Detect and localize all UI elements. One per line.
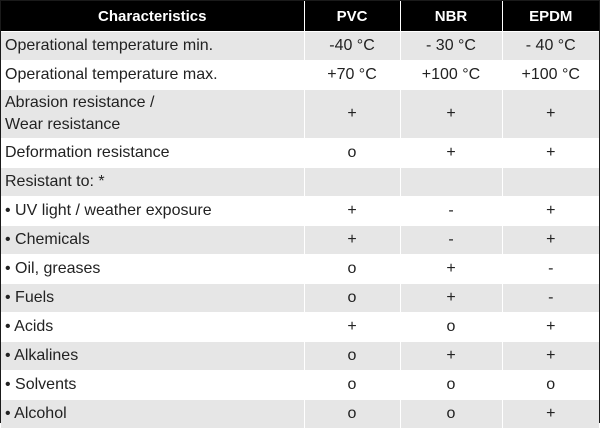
epdm-value: o [502, 371, 599, 400]
row-label: • Alkalines [1, 342, 304, 371]
row-label: Resistant to: * [1, 168, 304, 197]
row-label: Operational temperature max. [1, 61, 304, 90]
nbr-value: + [400, 139, 502, 168]
pvc-value: +70 °C [304, 61, 400, 90]
nbr-value: + [400, 255, 502, 284]
table-row: Abrasion resistance / Wear resistance + … [1, 90, 599, 139]
header-characteristics: Characteristics [1, 1, 304, 32]
pvc-value: + [304, 197, 400, 226]
nbr-value: - 30 °C [400, 32, 502, 61]
pvc-value: + [304, 90, 400, 139]
nbr-value: - [400, 226, 502, 255]
table-row: • UV light / weather exposure + - + [1, 197, 599, 226]
nbr-value: - [400, 197, 502, 226]
table-row: • Solvents o o o [1, 371, 599, 400]
nbr-value: o [400, 400, 502, 428]
row-label: • Acids [1, 313, 304, 342]
pvc-value: o [304, 342, 400, 371]
table-row: • Alkalines o + + [1, 342, 599, 371]
table-row: • Acids + o + [1, 313, 599, 342]
row-label: • Alcohol [1, 400, 304, 428]
epdm-value: + [502, 90, 599, 139]
nbr-value: + [400, 90, 502, 139]
table-row: Operational temperature min. -40 °C - 30… [1, 32, 599, 61]
epdm-value: + [502, 226, 599, 255]
pvc-value: o [304, 255, 400, 284]
epdm-value [502, 168, 599, 197]
pvc-value: + [304, 226, 400, 255]
pvc-value: o [304, 284, 400, 313]
epdm-value: - 40 °C [502, 32, 599, 61]
table-row: • Chemicals + - + [1, 226, 599, 255]
nbr-value: +100 °C [400, 61, 502, 90]
pvc-value [304, 168, 400, 197]
epdm-value: +100 °C [502, 61, 599, 90]
nbr-value: + [400, 342, 502, 371]
nbr-value: o [400, 313, 502, 342]
table-header: Characteristics PVC NBR EPDM [1, 1, 599, 32]
header-pvc: PVC [304, 1, 400, 32]
epdm-value: - [502, 255, 599, 284]
epdm-value: + [502, 139, 599, 168]
row-label: • UV light / weather exposure [1, 197, 304, 226]
pvc-value: o [304, 400, 400, 428]
epdm-value: + [502, 313, 599, 342]
header-nbr: NBR [400, 1, 502, 32]
epdm-value: + [502, 400, 599, 428]
row-label: Abrasion resistance / Wear resistance [1, 90, 304, 139]
table-row: Operational temperature max. +70 °C +100… [1, 61, 599, 90]
nbr-value: + [400, 284, 502, 313]
header-row: Characteristics PVC NBR EPDM [1, 1, 599, 32]
row-label: Operational temperature min. [1, 32, 304, 61]
pvc-value: + [304, 313, 400, 342]
row-label: • Solvents [1, 371, 304, 400]
pvc-value: o [304, 371, 400, 400]
table-row: Resistant to: * [1, 168, 599, 197]
nbr-value [400, 168, 502, 197]
table-body: Operational temperature min. -40 °C - 30… [1, 32, 599, 428]
row-label: • Chemicals [1, 226, 304, 255]
epdm-value: - [502, 284, 599, 313]
epdm-value: + [502, 342, 599, 371]
header-epdm: EPDM [502, 1, 599, 32]
row-label: Deformation resistance [1, 139, 304, 168]
table-row: • Alcohol o o + [1, 400, 599, 428]
nbr-value: o [400, 371, 502, 400]
row-label-line: Abrasion resistance / [5, 92, 304, 114]
pvc-value: -40 °C [304, 32, 400, 61]
epdm-value: + [502, 197, 599, 226]
table-row: Deformation resistance o + + [1, 139, 599, 168]
table-row: • Oil, greases o + - [1, 255, 599, 284]
row-label-line: Wear resistance [5, 114, 304, 136]
table-row: • Fuels o + - [1, 284, 599, 313]
pvc-value: o [304, 139, 400, 168]
row-label: • Fuels [1, 284, 304, 313]
row-label: • Oil, greases [1, 255, 304, 284]
